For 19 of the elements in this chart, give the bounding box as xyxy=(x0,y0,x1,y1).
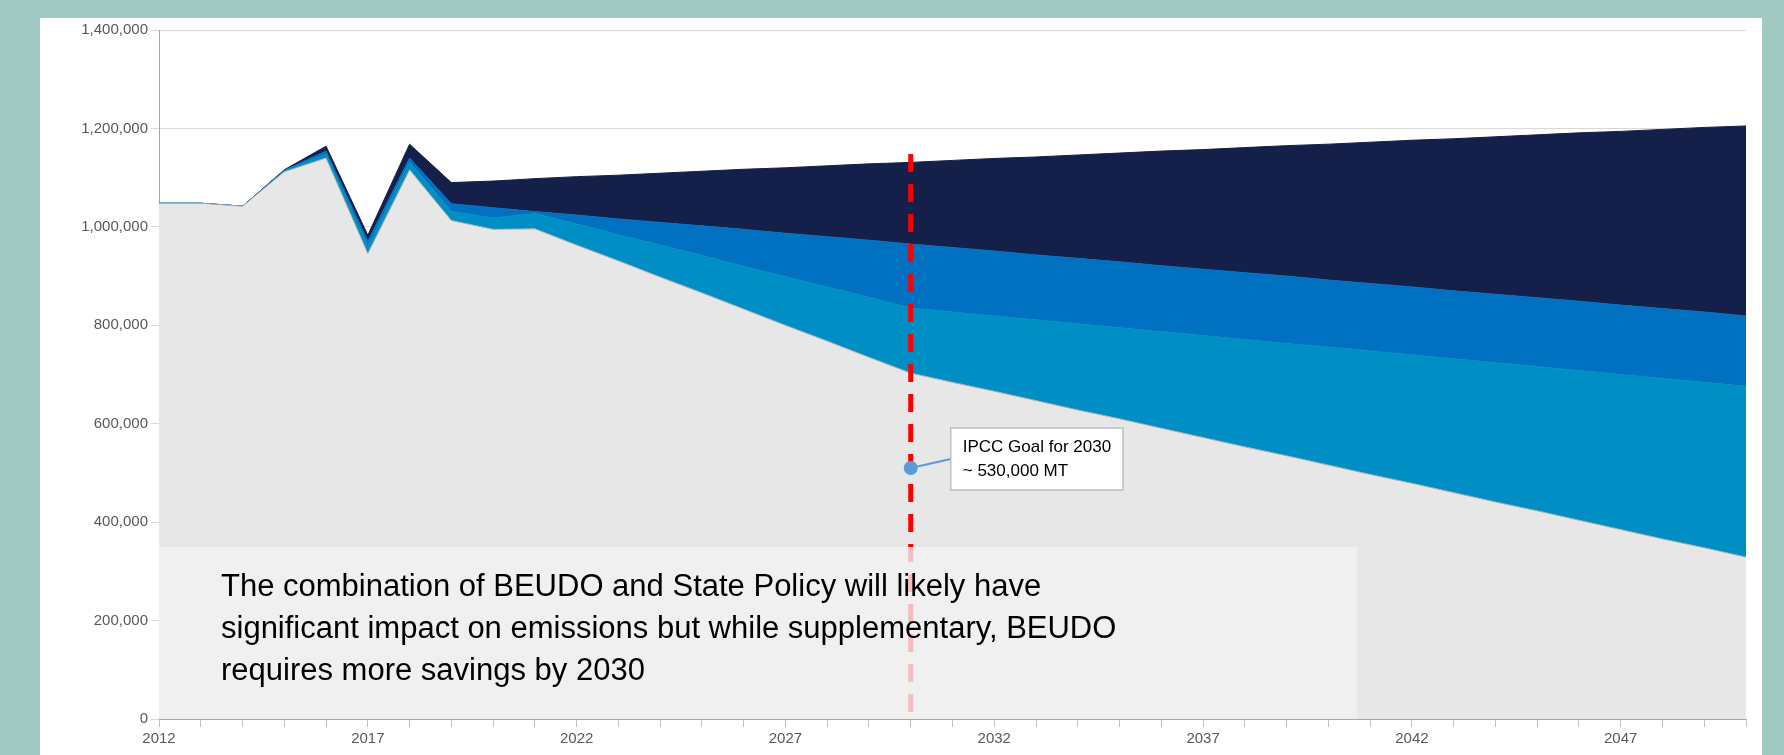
y-tick-label: 0 xyxy=(139,709,148,727)
x-tick-label: 2032 xyxy=(977,729,1011,747)
y-tick-label: 200,000 xyxy=(93,610,148,628)
x-tick-label: 2012 xyxy=(142,729,176,747)
x-tick-label: 2027 xyxy=(768,729,803,747)
y-tick-label: 1,400,000 xyxy=(81,20,148,38)
x-tick-label: 2047 xyxy=(1604,729,1638,747)
x-tick-label: 2022 xyxy=(559,729,594,747)
y-tick-label: 600,000 xyxy=(93,413,148,431)
x-tick-label: 2042 xyxy=(1395,729,1429,747)
annotation: IPCC Goal for 2030 ~ 530,000 MT xyxy=(962,436,1112,480)
annotation: The combination of BEUDO and State Policy will likely have significant impact on emissions but while supplementary, BEUDO requires more savings by 2030 xyxy=(221,566,1118,689)
x-tick-label: 2037 xyxy=(1186,729,1220,747)
text-panel: The combination of BEUDO and State Policy will likely have significant impact on emissions but while supplementary, BEUDO requires more savings by 2030 xyxy=(159,546,1358,719)
y-tick-label: 1,200,000 xyxy=(81,118,148,136)
y-tick-label: 1,000,000 xyxy=(81,217,148,234)
y-tick-label: 800,000 xyxy=(93,315,148,333)
x-tick-label: 2017 xyxy=(351,729,385,747)
y-tick-label: 400,000 xyxy=(93,512,148,530)
